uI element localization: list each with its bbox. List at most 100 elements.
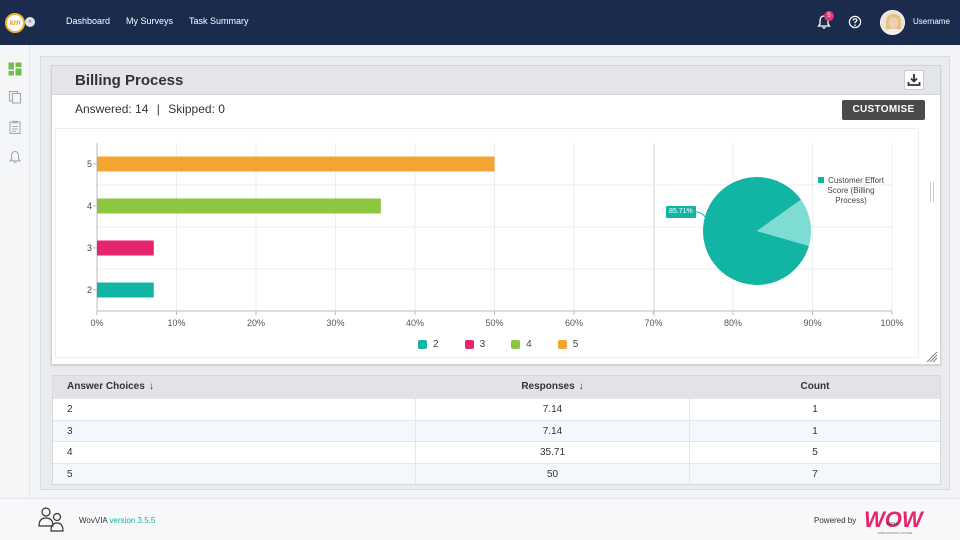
bar[interactable] xyxy=(97,198,381,214)
x-tick-label: 10% xyxy=(167,318,185,328)
wowtech-logo-sub: TECH xyxy=(886,521,897,526)
cell-count: 7 xyxy=(812,468,818,480)
legend-item[interactable]: 3 xyxy=(464,339,486,350)
legend-label: 4 xyxy=(526,339,532,350)
copy-icon[interactable] xyxy=(8,90,22,104)
scroll-handle[interactable] xyxy=(930,182,934,202)
footer xyxy=(0,498,960,540)
legend-label: 2 xyxy=(433,339,439,350)
x-tick-label: 20% xyxy=(247,318,265,328)
nav-task-summary[interactable]: Task Summary xyxy=(189,16,249,26)
cell-answer: 3 xyxy=(53,420,416,441)
legend-item[interactable]: 2 xyxy=(418,339,439,350)
cell-answer: 2 xyxy=(53,399,416,420)
notification-count-badge: 5 xyxy=(824,11,834,21)
app-name: WovVIA version 3.5.5 xyxy=(79,516,155,525)
answered-count: Answered: 14 xyxy=(75,102,149,116)
y-tick-label: 4 xyxy=(87,201,92,211)
download-icon xyxy=(907,74,921,86)
bar[interactable] xyxy=(97,282,154,298)
pie-slice[interactable] xyxy=(703,177,809,285)
cell-response: 35.71 xyxy=(416,442,690,463)
x-tick-label: 70% xyxy=(644,318,662,328)
wowtech-logo: WOW TECH EMPOWERING FUTURE xyxy=(864,507,925,535)
dashboard-icon[interactable] xyxy=(8,62,22,76)
x-tick-label: 60% xyxy=(565,318,583,328)
team-icon xyxy=(38,507,64,532)
cell-response: 7.14 xyxy=(416,420,690,441)
chart-divider xyxy=(654,145,655,317)
x-tick-label: 0% xyxy=(90,318,103,328)
legend-swatch xyxy=(511,340,521,349)
wowtech-logo-text: WOW xyxy=(864,507,925,532)
legend-item[interactable]: 4 xyxy=(511,339,532,350)
header-label: Answer Choices xyxy=(67,381,145,392)
pie-chart xyxy=(703,177,811,285)
legend-label: 5 xyxy=(572,339,579,350)
bar[interactable] xyxy=(97,240,154,256)
cell-response: 7.14 xyxy=(416,399,690,420)
x-tick-label: 80% xyxy=(724,318,742,328)
user-avatar[interactable] xyxy=(880,10,905,35)
cell-response: 50 xyxy=(416,463,690,484)
table-row: 3 7.14 1 xyxy=(53,419,940,441)
download-button[interactable] xyxy=(904,70,924,90)
username-label[interactable]: Username xyxy=(913,17,950,26)
powered-by-label: Powered by xyxy=(814,516,857,525)
table-header: Answer Choices ↓ Responses ↓ Count xyxy=(53,376,940,398)
legend-item[interactable]: 5 xyxy=(557,339,579,350)
sidebar-toggle-button[interactable]: « xyxy=(25,17,35,27)
customise-button[interactable]: CUSTOMISE xyxy=(842,100,925,120)
skipped-count: Skipped: 0 xyxy=(168,102,225,116)
cell-answer: 4 xyxy=(53,442,416,463)
clipboard-icon[interactable] xyxy=(8,120,22,134)
table-row: 2 7.14 1 xyxy=(53,398,940,420)
legend-swatch xyxy=(557,340,567,349)
response-stats: Answered: 14 | Skipped: 0 xyxy=(75,102,225,116)
table-row: 4 35.71 5 xyxy=(53,441,940,463)
bar-chart-legend: 2 3 4 5 xyxy=(418,339,578,350)
pie-legend-swatch xyxy=(818,177,825,183)
top-bar xyxy=(0,0,960,45)
wowtech-logo-tagline: EMPOWERING FUTURE xyxy=(878,531,912,535)
pie-slice-label: 85.71% xyxy=(666,206,696,218)
table-row: 5 50 7 xyxy=(53,462,940,484)
help-icon[interactable] xyxy=(848,15,862,29)
question-card: Billing Process xyxy=(51,65,941,365)
x-tick-label: 100% xyxy=(880,318,903,328)
cell-count: 1 xyxy=(812,425,818,437)
card-title: Billing Process xyxy=(75,72,184,89)
cell-count: 5 xyxy=(812,447,818,458)
bell-icon[interactable] xyxy=(8,150,22,164)
x-tick-label: 40% xyxy=(406,318,424,328)
main-nav: Dashboard My Surveys Task Summary xyxy=(66,16,249,26)
resize-grip-icon[interactable] xyxy=(926,351,938,363)
x-tick-label: 50% xyxy=(485,318,503,328)
stats-separator: | xyxy=(156,102,160,116)
y-tick-label: 3 xyxy=(87,243,92,253)
header-responses[interactable]: Responses ↓ xyxy=(416,376,690,398)
header-label: Count xyxy=(800,381,830,392)
header-answer-choices[interactable]: Answer Choices ↓ xyxy=(53,376,416,398)
nav-my-surveys[interactable]: My Surveys xyxy=(126,16,174,26)
sort-down-icon[interactable]: ↓ xyxy=(148,381,154,392)
legend-swatch xyxy=(464,340,474,349)
app-version: version 3.5.5 xyxy=(109,516,156,525)
sidebar xyxy=(0,45,30,498)
x-tick-label: 90% xyxy=(803,318,821,328)
y-tick-label: 5 xyxy=(87,159,92,169)
nav-dashboard[interactable]: Dashboard xyxy=(66,16,111,26)
pie-legend-label[interactable]: Customer Effort Score (Billing Process) xyxy=(827,176,884,205)
legend-swatch xyxy=(418,340,427,349)
pie-slice[interactable] xyxy=(757,199,811,246)
sort-down-icon[interactable]: ↓ xyxy=(578,381,584,392)
card-header: Billing Process xyxy=(52,66,940,95)
bar[interactable] xyxy=(97,156,495,172)
cell-count: 1 xyxy=(812,404,818,415)
legend-label: 3 xyxy=(479,339,486,350)
header-count: Count xyxy=(690,376,940,398)
header-label: Responses xyxy=(521,381,575,392)
pie-label-connector xyxy=(695,211,707,219)
cell-answer: 5 xyxy=(53,463,416,484)
brand-logo[interactable]: xm xyxy=(5,13,25,33)
